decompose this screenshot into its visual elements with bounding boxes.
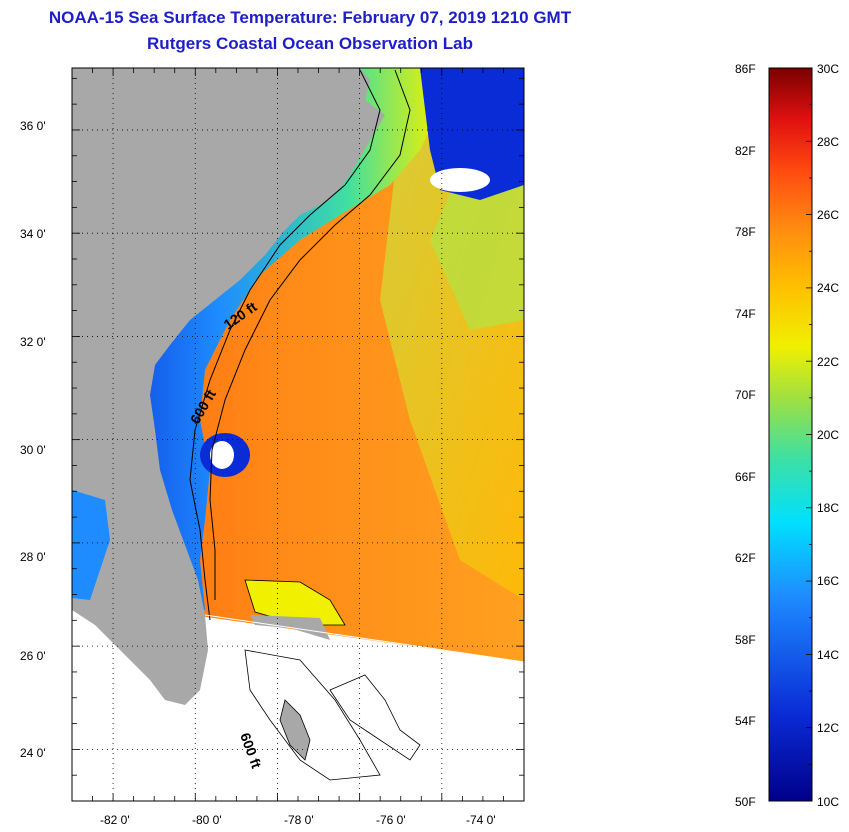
cb-f-86: 86F — [735, 62, 756, 76]
land-southeast-us — [72, 68, 385, 705]
map-title: NOAA-15 Sea Surface Temperature: Februar… — [48, 8, 572, 27]
lon-label-78: -78 0' — [284, 813, 314, 827]
cb-f-62: 62F — [735, 551, 756, 565]
cb-c-16: 16C — [817, 574, 839, 588]
cb-f-54: 54F — [735, 714, 756, 728]
lat-label-28: 28 0' — [20, 550, 46, 564]
gulf-water — [72, 490, 110, 600]
cb-c-30: 30C — [817, 62, 839, 76]
cb-f-58: 58F — [735, 633, 756, 647]
little-bahama-bank — [244, 579, 346, 626]
cb-c-24: 24C — [817, 281, 839, 295]
colorbar-ticks — [806, 67, 812, 802]
map-body — [72, 68, 524, 801]
andros-island — [279, 699, 311, 761]
cb-c-20: 20C — [817, 428, 839, 442]
cb-f-66: 66F — [735, 470, 756, 484]
cb-c-22: 22C — [817, 355, 839, 369]
cloud-patch — [210, 441, 234, 469]
cb-c-28: 28C — [817, 135, 839, 149]
map-subtitle: Rutgers Coastal Ocean Observation Lab — [147, 34, 473, 53]
lat-label-34: 34 0' — [20, 227, 46, 241]
contour-600ft — [209, 69, 411, 600]
cb-f-82: 82F — [735, 144, 756, 158]
axis-ticks — [71, 68, 525, 802]
cb-f-74: 74F — [735, 307, 756, 321]
lat-label-36: 36 0' — [20, 119, 46, 133]
swath-edge — [204, 614, 524, 663]
lat-label-24: 24 0' — [20, 746, 46, 760]
cb-f-78: 78F — [735, 225, 756, 239]
cloud-patch-north — [430, 168, 490, 192]
cb-f-50: 50F — [735, 795, 756, 809]
cb-c-10: 10C — [817, 795, 839, 809]
lat-label-32: 32 0' — [20, 335, 46, 349]
lat-label-26: 26 0' — [20, 649, 46, 663]
contour-120ft — [189, 69, 381, 621]
lon-label-76: -76 0' — [376, 813, 406, 827]
cb-c-14: 14C — [817, 648, 839, 662]
offshore-green-water — [430, 160, 524, 330]
lon-label-80: -80 0' — [192, 813, 222, 827]
lon-label-82: -82 0' — [100, 813, 130, 827]
colorbar — [768, 67, 813, 802]
cb-c-26: 26C — [817, 208, 839, 222]
bahamas-bank-contour — [244, 649, 381, 781]
graticule — [72, 68, 524, 801]
cb-c-18: 18C — [817, 501, 839, 515]
cb-c-12: 12C — [817, 721, 839, 735]
lon-label-74: -74 0' — [466, 813, 496, 827]
cb-f-70: 70F — [735, 388, 756, 402]
exuma-bank-contour — [329, 674, 421, 761]
cold-north-water — [420, 68, 524, 200]
lat-label-30: 30 0' — [20, 443, 46, 457]
